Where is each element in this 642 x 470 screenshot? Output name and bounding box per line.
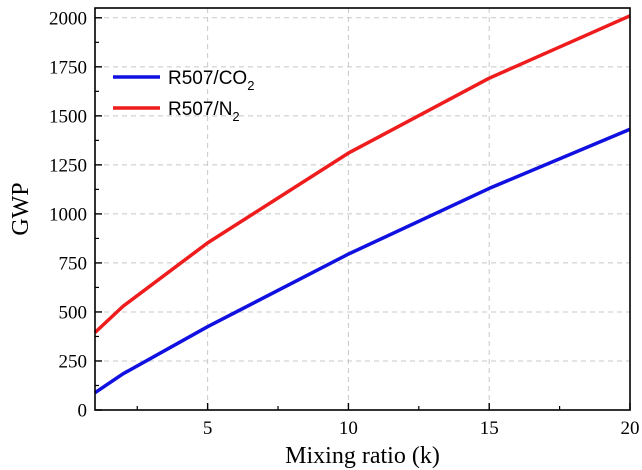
series-line-r507-n2: [93, 14, 631, 334]
x-axis-title: Mixing ratio (k): [285, 443, 440, 469]
tick-labels: 5 10 15 20 0 250 500 750 1000 1250 1500 1750 2000: [49, 8, 640, 439]
y-tick-label: 0: [78, 401, 88, 422]
y-tick-label: 1500: [49, 106, 87, 127]
legend-entry-r507-n2: R507/N2: [168, 99, 240, 124]
x-tick-label: 10: [339, 418, 358, 439]
series-layer: [93, 14, 631, 395]
axis-ticks: [95, 17, 631, 411]
legend-subscript-r507-co2: 2: [247, 78, 254, 93]
legend-entry-r507-co2: R507/CO2: [168, 68, 254, 93]
x-tick-label: 20: [621, 418, 640, 439]
y-axis-title: GWP: [8, 182, 34, 235]
y-tick-label: 1000: [49, 204, 87, 225]
plot-frame: [94, 7, 631, 411]
y-tick-label: 750: [59, 253, 88, 274]
x-tick-label: 15: [480, 418, 499, 439]
series-line-r507-co2: [94, 127, 631, 395]
legend-label-r507-n2: R507/N: [168, 99, 232, 120]
legend: R507/CO2 R507/N2: [113, 68, 254, 124]
y-tick-label: 1750: [49, 57, 87, 78]
x-tick-label: 5: [203, 418, 213, 439]
y-tick-label: 500: [59, 302, 88, 323]
y-tick-label: 250: [59, 351, 88, 372]
legend-label-r507-co2: R507/CO: [168, 68, 247, 89]
legend-subscript-r507-n2: 2: [232, 109, 239, 124]
y-tick-label: 2000: [49, 8, 87, 29]
y-tick-label: 1250: [49, 155, 87, 176]
